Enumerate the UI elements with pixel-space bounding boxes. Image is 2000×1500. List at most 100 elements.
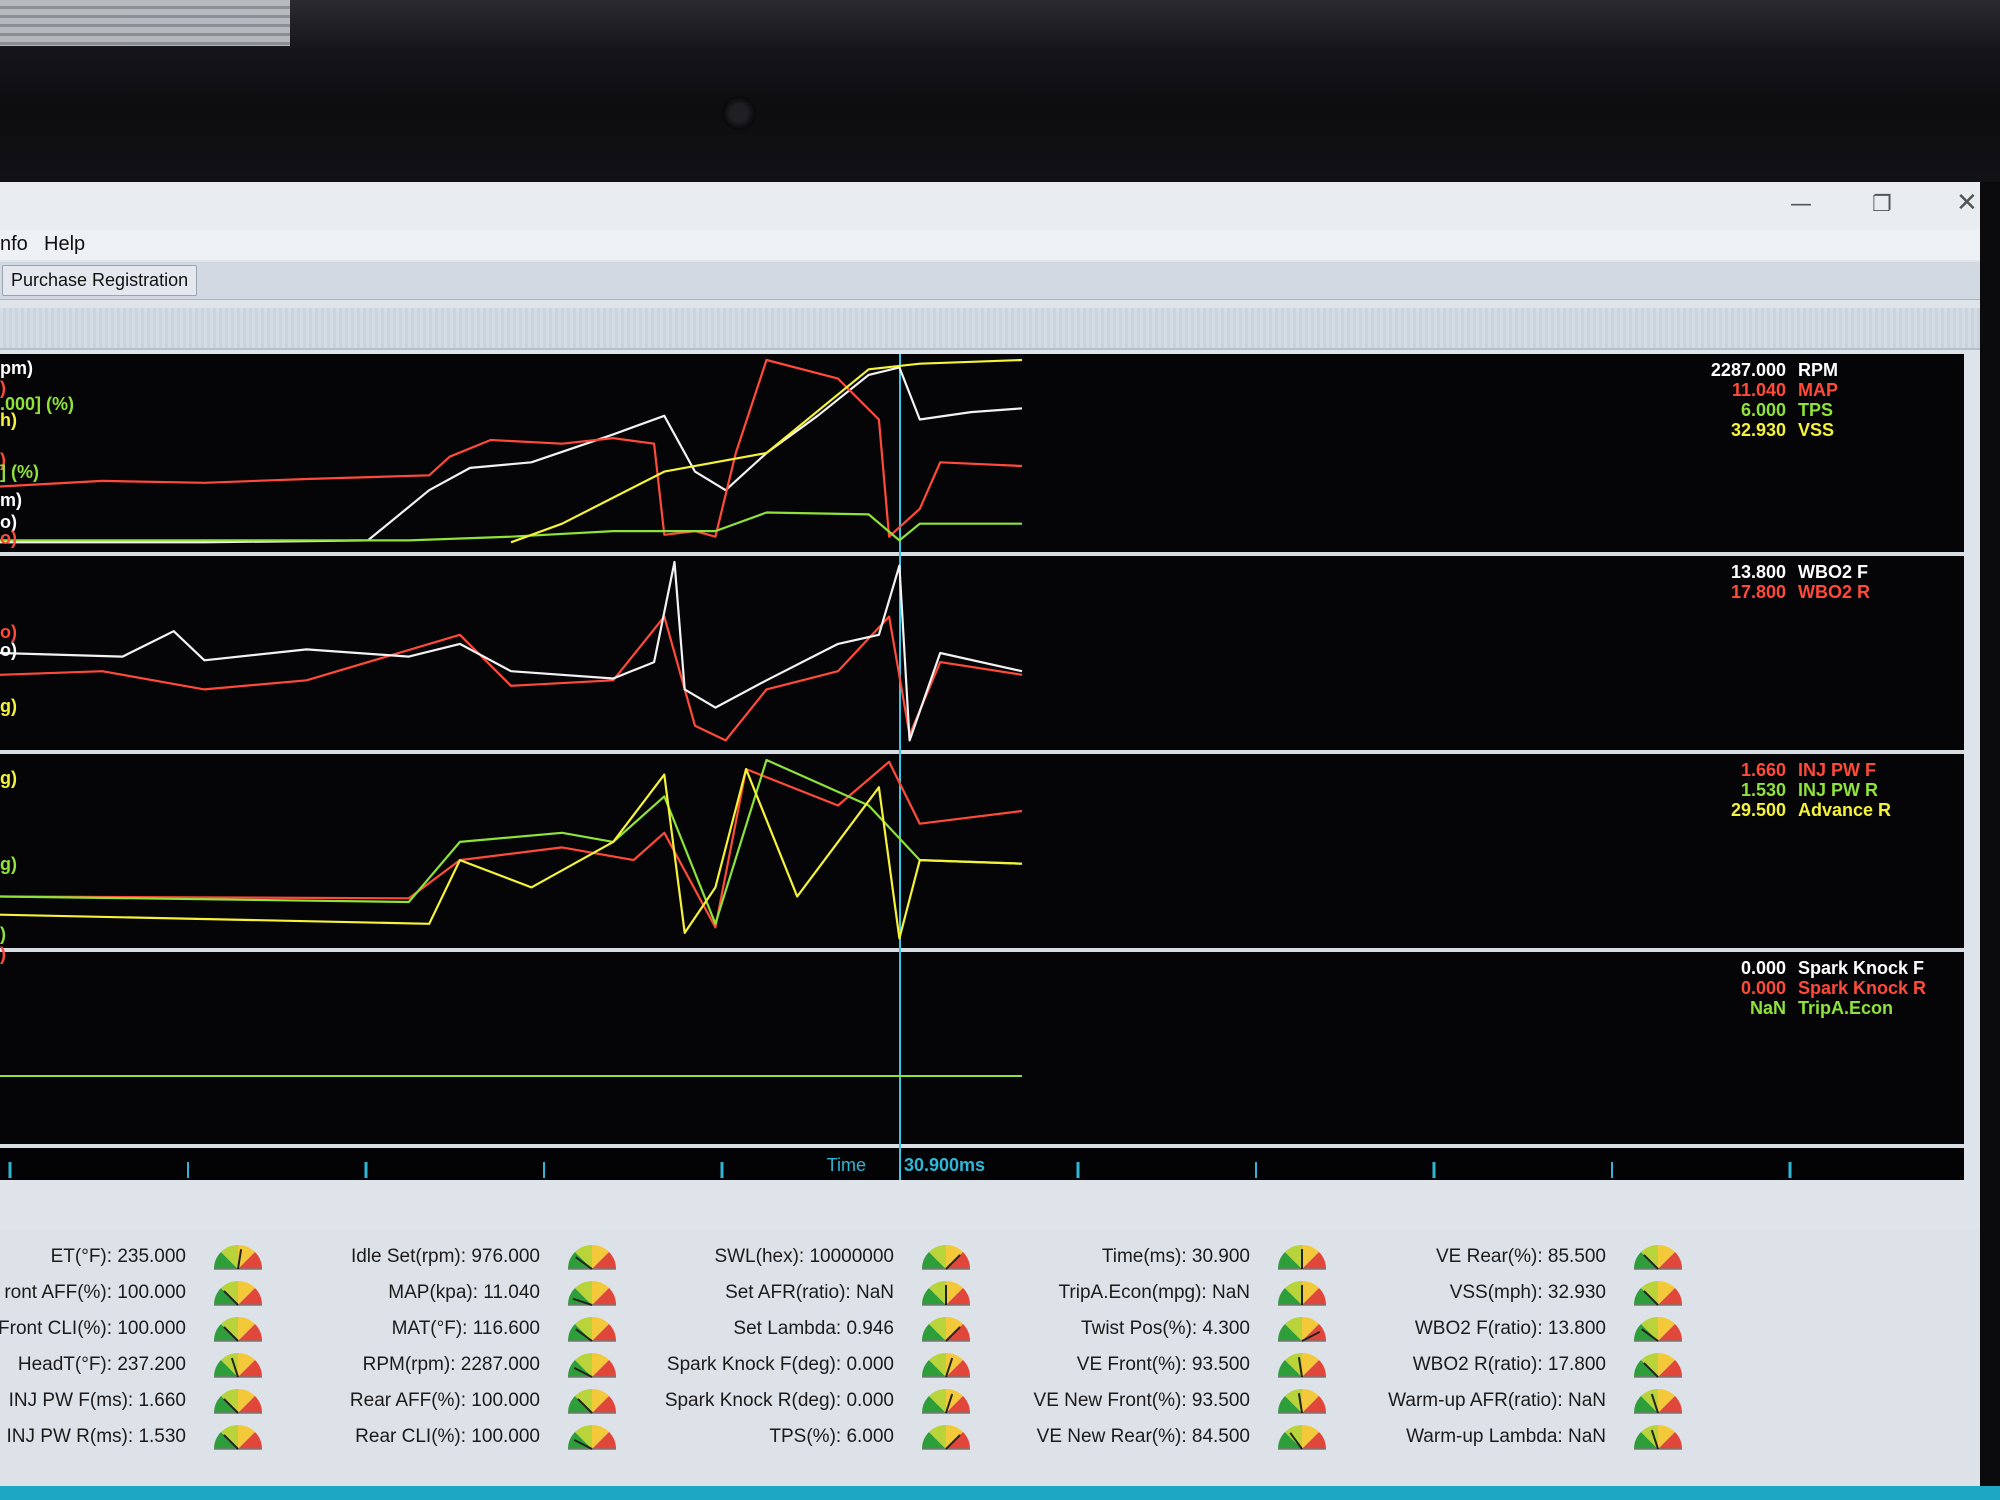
channel-label-fragment: ) [0,924,6,944]
gauge-item[interactable]: Spark Knock F(deg): 0.000 [0,1350,980,1382]
channel-name: VSS [1798,420,1834,440]
channel-label-fragment: o) [0,622,17,642]
minimize-icon[interactable]: — [1790,192,1812,217]
gauge-item[interactable]: INJ PW F(ms): 1.660 [0,1386,272,1418]
channel-name: Spark Knock F [1798,958,1924,978]
gauge-item[interactable]: ET(°F): 235.000 [0,1242,272,1274]
gauge-item[interactable]: VE Rear(%): 85.500 [0,1242,1692,1274]
channel-label-fragment: .000] (%) [0,394,75,414]
gauge-label: TPS(%): 6.000 [769,1426,894,1447]
channel-value: 32.930 [1731,420,1786,440]
gauge-dial-icon [567,1424,617,1450]
gauge-item[interactable]: Idle Set(rpm): 976.000 [0,1242,626,1274]
gauge-item[interactable]: Rear CLI(%): 100.000 [0,1422,626,1454]
channel-value: 29.500 [1731,800,1786,820]
gauge-dial-icon [567,1244,617,1270]
webcam [722,96,756,130]
gauge-label: INJ PW R(ms): 1.530 [6,1426,186,1447]
gauge-item[interactable]: TPS(%): 6.000 [0,1422,980,1454]
gauge-item[interactable]: Set Lambda: 0.946 [0,1314,980,1346]
gauge-dial-icon [1633,1316,1683,1342]
channel-value: 11.040 [1732,380,1786,400]
gauge-dial-icon [1633,1280,1683,1306]
gauge-item[interactable]: Spark Knock R(deg): 0.000 [0,1386,980,1418]
gauge-label: Rear AFF(%): 100.000 [349,1390,540,1411]
trace-rpm [0,366,1023,544]
gauge-item[interactable]: WBO2 R(ratio): 17.800 [0,1350,1692,1382]
channel-value: 1.660 [1741,760,1786,780]
gauge-label: INJ PW F(ms): 1.660 [8,1390,186,1411]
gauge-item[interactable]: MAP(kpa): 11.040 [0,1278,626,1310]
channel-label-fragment: m) [0,490,22,510]
gauge-label: Front CLI(%): 100.000 [0,1318,186,1339]
gauge-item[interactable]: Warm-up AFR(ratio): NaN [0,1386,1692,1418]
channel-name: Spark Knock R [1798,978,1926,998]
channel-label-fragment: o) [0,640,17,660]
channel-name: INJ PW R [1798,780,1878,800]
gauge-label: Idle Set(rpm): 976.000 [350,1246,540,1267]
gauge-dial-icon [921,1280,971,1306]
gauge-dial-icon [1633,1352,1683,1378]
maximize-icon[interactable]: ❐ [1872,192,1892,217]
gauge-item[interactable]: Rear AFF(%): 100.000 [0,1386,626,1418]
channel-name: INJ PW F [1798,760,1876,780]
close-icon[interactable]: ✕ [1956,188,1978,218]
gauge-dial-icon [1277,1352,1327,1378]
gauge-item[interactable]: ront AFF(%): 100.000 [0,1278,272,1310]
gauge-item[interactable]: WBO2 F(ratio): 13.800 [0,1314,1692,1346]
gauge-item[interactable]: VE New Rear(%): 84.500 [0,1422,1336,1454]
gauge-label: Time(ms): 30.900 [1101,1246,1250,1267]
gauge-dial-icon [1277,1280,1327,1306]
gauge-label: Spark Knock F(deg): 0.000 [666,1354,894,1375]
gauge-item[interactable]: INJ PW R(ms): 1.530 [0,1422,272,1454]
channel-value: 13.800 [1731,562,1786,582]
gauge-item[interactable]: Warm-up Lambda: NaN [0,1422,1692,1454]
gauge-item[interactable]: Set AFR(ratio): NaN [0,1278,980,1310]
gauge-dial-icon [1633,1424,1683,1450]
menu-item-help[interactable]: Help [44,233,86,255]
channel-value: 1.530 [1741,780,1786,800]
channel-name: TripA.Econ [1798,998,1893,1018]
gauge-item[interactable]: RPM(rpm): 2287.000 [0,1350,626,1382]
channel-label-fragment: ) [0,944,6,964]
gauge-item[interactable]: MAT(°F): 116.600 [0,1314,626,1346]
channel-value: 17.800 [1731,582,1786,602]
toolbar: Purchase Registration [0,262,1980,300]
channel-label-fragment: g) [0,854,17,874]
gauge-dial-icon [213,1352,263,1378]
gauge-item[interactable]: TripA.Econ(mpg): NaN [0,1278,1336,1310]
gauge-label: Warm-up Lambda: NaN [1406,1426,1606,1447]
channel-label-fragment: ) [0,378,6,398]
menu-item-info[interactable]: nfo [0,233,28,255]
gauge-dial-icon [921,1244,971,1270]
gauge-dial-icon [1277,1388,1327,1414]
gauge-item[interactable]: Twist Pos(%): 4.300 [0,1314,1336,1346]
channel-label-fragment: ) [0,450,6,470]
channel-name: RPM [1798,360,1838,380]
trace-tps [0,511,1022,542]
trace-map [0,358,1023,538]
gauge-item[interactable]: SWL(hex): 10000000 [0,1242,980,1274]
trace-inj-pw-r [0,758,1023,925]
gauge-dial-icon [213,1424,263,1450]
gauge-label: HeadT(°F): 237.200 [17,1354,186,1375]
channel-label-fragment: g) [0,696,17,716]
gauge-item[interactable]: VSS(mph): 32.930 [0,1278,1692,1310]
scope-display[interactable]: 2287.000 RPM 11.040 MAP 6.000 TPS 32.930 VSS 13.… [0,354,1964,1180]
gauge-item[interactable]: Front CLI(%): 100.000 [0,1314,272,1346]
gauge-item[interactable]: VE Front(%): 93.500 [0,1350,1336,1382]
gauge-item[interactable]: VE New Front(%): 93.500 [0,1386,1336,1418]
gauge-item[interactable]: Time(ms): 30.900 [0,1242,1336,1274]
cursor-time-readout: 30.900ms [904,1155,985,1175]
gauge-label: WBO2 R(ratio): 17.800 [1412,1354,1606,1375]
purchase-registration-button[interactable]: Purchase Registration [2,265,198,296]
gauge-label: Set Lambda: 0.946 [733,1318,894,1339]
gauge-label: Spark Knock R(deg): 0.000 [664,1390,894,1411]
gauge-label: MAT(°F): 116.600 [391,1318,540,1339]
window-blinds [0,0,290,46]
gauge-item[interactable]: HeadT(°F): 237.200 [0,1350,272,1382]
trace-advance-r [0,768,1023,940]
channel-label-fragment: o) [0,528,17,548]
gauge-dial-icon [921,1352,971,1378]
menu-bar: nfo Help [0,230,1980,260]
